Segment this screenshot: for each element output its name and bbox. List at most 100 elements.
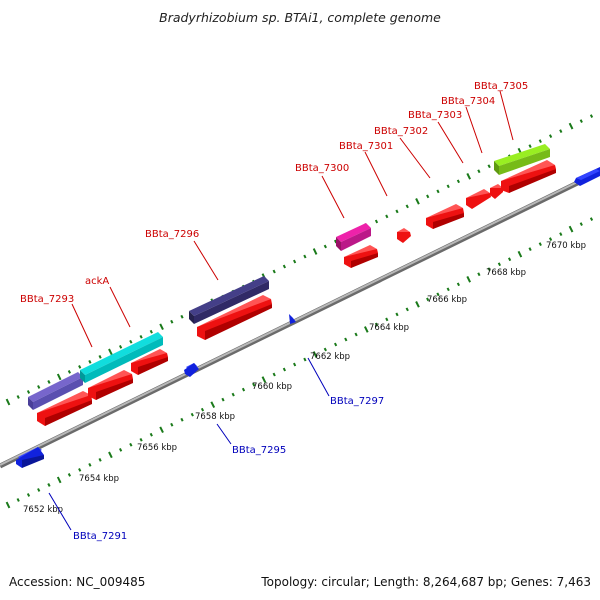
minor-tick xyxy=(446,184,450,189)
minor-tick xyxy=(405,307,409,312)
minor-tick xyxy=(47,380,51,384)
minor-tick xyxy=(26,493,31,497)
cds-arrow[interactable] xyxy=(490,184,503,199)
minor-tick xyxy=(323,244,327,249)
minor-tick xyxy=(579,119,583,123)
reverse-gene-labels: BBta_7291 BBta_7295 BBta_7297 xyxy=(73,396,384,542)
cds-arrow[interactable] xyxy=(466,189,491,209)
minor-tick xyxy=(589,114,594,118)
minor-tick xyxy=(456,282,460,287)
minor-tick xyxy=(538,242,542,247)
minor-tick xyxy=(282,264,287,269)
gene-label-bbta-7305[interactable]: BBta_7305 xyxy=(474,81,528,92)
kbp-tick-label: 7660 kbp xyxy=(252,382,292,392)
gene-label-bbta-7301[interactable]: BBta_7301 xyxy=(339,141,393,152)
minor-tick xyxy=(477,169,481,174)
cds-arrow[interactable] xyxy=(37,391,92,426)
minor-tick xyxy=(67,473,71,477)
minor-tick xyxy=(374,322,379,327)
minor-tick xyxy=(200,407,205,412)
feature-bar-bbta-7300[interactable] xyxy=(336,223,371,251)
feature-bar-bbta-7305[interactable] xyxy=(494,144,550,175)
cds-arrow[interactable] xyxy=(197,295,272,340)
kbp-tick-label: 7658 kbp xyxy=(195,412,235,422)
minor-tick xyxy=(37,488,41,492)
reverse-cds-track xyxy=(16,167,600,468)
major-tick xyxy=(466,275,472,283)
minor-tick xyxy=(47,483,51,487)
cds-arrow[interactable] xyxy=(397,228,411,243)
forward-gene-labels: BBta_7293 ackA BBta_7296 BBta_7300 BBta_… xyxy=(20,81,528,305)
minor-tick xyxy=(98,457,102,462)
minor-tick xyxy=(579,222,583,226)
minor-tick xyxy=(528,247,532,252)
gene-label-acka[interactable]: ackA xyxy=(85,276,109,287)
forward-cds-track xyxy=(37,160,556,426)
minor-tick xyxy=(323,347,327,352)
major-tick xyxy=(108,348,113,356)
minor-tick xyxy=(118,447,123,452)
minor-tick xyxy=(487,267,491,272)
minor-tick xyxy=(180,314,184,319)
gene-label-bbta-7296[interactable]: BBta_7296 xyxy=(145,229,199,240)
kbp-scale-labels: 7652 kbp 7654 kbp 7656 kbp 7658 kbp 7660… xyxy=(23,241,586,515)
colored-feature-track xyxy=(28,144,550,410)
cds-arrow[interactable] xyxy=(184,363,199,377)
minor-tick xyxy=(426,194,430,199)
major-tick xyxy=(568,225,574,233)
major-tick xyxy=(517,250,523,258)
gene-label-bbta-7303[interactable]: BBta_7303 xyxy=(408,110,462,121)
cds-arrow[interactable] xyxy=(131,349,168,375)
minor-tick xyxy=(78,365,82,369)
cds-arrow[interactable] xyxy=(426,204,464,229)
gene-label-bbta-7293[interactable]: BBta_7293 xyxy=(20,294,74,305)
gene-label-bbta-7300[interactable]: BBta_7300 xyxy=(295,163,349,174)
minor-tick xyxy=(487,164,491,169)
minor-tick xyxy=(477,272,481,277)
gene-label-bbta-7304[interactable]: BBta_7304 xyxy=(441,96,495,107)
kbp-tick-label: 7664 kbp xyxy=(369,323,409,333)
minor-tick xyxy=(303,357,307,362)
minor-tick xyxy=(436,292,440,297)
genome-summary-text: Topology: circular; Length: 8,264,687 bp… xyxy=(260,575,591,589)
minor-tick xyxy=(129,442,133,447)
kbp-tick-label: 7652 kbp xyxy=(23,505,63,515)
minor-tick xyxy=(405,204,409,209)
minor-tick xyxy=(436,189,440,194)
cds-arrow[interactable] xyxy=(344,245,378,268)
gene-callout-lines xyxy=(48,90,514,531)
inner-tick-track xyxy=(5,217,594,509)
major-tick xyxy=(466,172,472,180)
cds-arrow[interactable] xyxy=(16,447,44,468)
minor-tick xyxy=(180,417,184,422)
major-tick xyxy=(159,426,164,434)
minor-tick xyxy=(26,390,31,394)
major-tick xyxy=(159,323,164,331)
minor-tick xyxy=(88,462,92,467)
gene-label-bbta-7297[interactable]: BBta_7297 xyxy=(330,396,384,407)
accession-text: Accession: NC_009485 xyxy=(9,575,145,589)
major-tick xyxy=(415,198,420,205)
kbp-tick-label: 7668 kbp xyxy=(486,268,526,278)
feature-bar-bbta-7293[interactable] xyxy=(28,372,83,410)
feature-bar-acka[interactable] xyxy=(80,332,163,383)
major-tick xyxy=(312,248,318,255)
gene-label-bbta-7302[interactable]: BBta_7302 xyxy=(374,126,428,137)
minor-tick xyxy=(149,329,153,334)
minor-tick xyxy=(354,332,358,337)
cds-arrow[interactable] xyxy=(289,314,296,324)
minor-tick xyxy=(272,372,276,377)
map-title: Bradyrhizobium sp. BTAi1, complete genom… xyxy=(159,10,441,25)
cds-arrow[interactable] xyxy=(88,370,133,400)
major-tick xyxy=(5,501,11,509)
cds-arrow[interactable] xyxy=(501,160,556,193)
minor-tick xyxy=(118,344,123,349)
minor-tick xyxy=(507,257,512,262)
feature-bar-bbta-7296[interactable] xyxy=(189,276,269,324)
gene-label-bbta-7295[interactable]: BBta_7295 xyxy=(232,445,286,456)
gene-label-bbta-7291[interactable]: BBta_7291 xyxy=(73,531,127,542)
minor-tick xyxy=(170,319,174,324)
cds-arrow[interactable] xyxy=(574,167,600,186)
minor-tick xyxy=(272,269,276,274)
